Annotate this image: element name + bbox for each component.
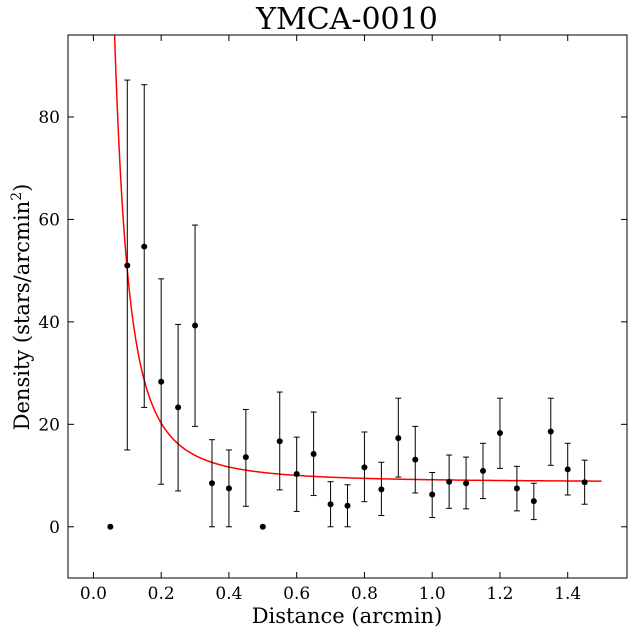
data-point (344, 502, 351, 509)
data-point (581, 479, 588, 486)
data-point (259, 523, 266, 530)
data-point (480, 467, 487, 474)
y-tick-label: 80 (38, 108, 60, 128)
x-tick-label: 0.2 (148, 584, 175, 604)
fit-layer (113, 35, 602, 482)
data-point (496, 430, 503, 437)
data-point (513, 485, 520, 492)
data-point (107, 523, 114, 530)
data-point (225, 485, 232, 492)
data-point (124, 262, 131, 269)
plot-frame (67, 34, 628, 579)
fit-curve (113, 35, 602, 482)
x-axis-label: Distance (arcmin) (252, 604, 443, 628)
data-point (463, 480, 470, 487)
x-tick-label: 1.4 (554, 584, 581, 604)
data-point (395, 435, 402, 442)
x-tick-label: 0.8 (351, 584, 378, 604)
y-axis-label-close: ) (10, 184, 34, 192)
y-tick-label: 40 (38, 313, 60, 333)
y-axis-label: Density (stars/arcmin2) (9, 184, 34, 431)
x-tick-label: 1.2 (486, 584, 513, 604)
plot-area (107, 35, 602, 530)
data-point (564, 466, 571, 473)
y-tick-label: 0 (49, 518, 60, 538)
data-point (276, 438, 283, 445)
y-tick-label: 60 (38, 210, 60, 230)
point-layer (107, 243, 588, 530)
data-point (378, 486, 385, 493)
data-point (547, 428, 554, 435)
data-point (429, 491, 436, 498)
x-tick-label: 0.4 (215, 584, 242, 604)
data-point (361, 464, 368, 471)
data-point (446, 478, 453, 485)
data-point (293, 471, 300, 478)
chart-title: YMCA-0010 (255, 2, 438, 37)
x-tick-label: 0.6 (283, 584, 310, 604)
data-point (412, 456, 419, 463)
data-point (141, 243, 148, 250)
y-tick-label: 20 (38, 415, 60, 435)
data-point (192, 322, 199, 329)
data-point (242, 454, 249, 461)
y-axis-label-superscript: 2 (9, 192, 25, 201)
data-point (310, 451, 317, 458)
y-axis-label-main: Density (stars/arcmin (10, 201, 34, 431)
data-point (158, 378, 165, 385)
ticks: 0.0 0.2 0.4 0.6 0.8 1.0 1.2 1.4 0 20 40 60 80 (38, 35, 627, 604)
x-tick-label: 1.0 (419, 584, 446, 604)
data-point (175, 404, 182, 411)
data-point (208, 480, 215, 487)
data-point (530, 498, 537, 505)
x-tick-label: 0.0 (80, 584, 107, 604)
data-point (327, 501, 334, 508)
